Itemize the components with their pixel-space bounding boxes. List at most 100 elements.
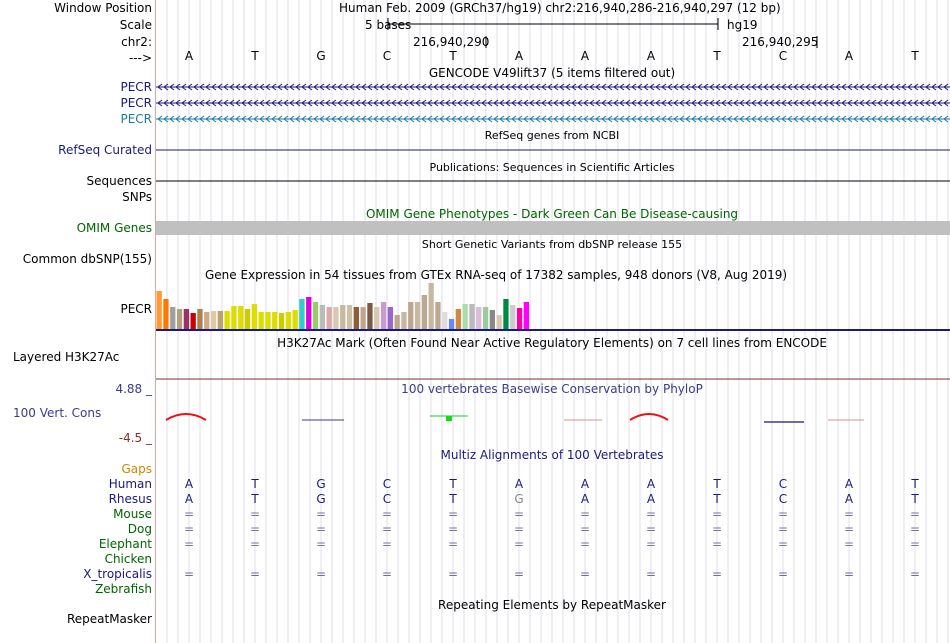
track-label-pecr-2[interactable]: PECR — [120, 96, 152, 110]
dog-match: = — [711, 522, 723, 536]
track-display-area[interactable]: Human Feb. 2009 (GRCh37/hg19) chr2:216,9… — [156, 0, 950, 643]
elephant-match: = — [513, 537, 525, 551]
dog-match: = — [315, 522, 327, 536]
gencode-transcript-2-chevrons — [157, 99, 949, 107]
phylop-max-label: 4.88 _ — [115, 382, 152, 396]
species-label-xtropicalis: X_tropicalis — [83, 567, 152, 581]
gtex-tissue-bar — [489, 310, 495, 329]
gtex-tissue-bar — [408, 302, 414, 329]
human-base: T — [713, 477, 721, 491]
dog-match: = — [843, 522, 855, 536]
gtex-tissue-bar — [190, 313, 196, 329]
track-label-gaps[interactable]: Gaps — [121, 462, 152, 476]
gtex-tissue-bar — [312, 302, 319, 329]
gtex-tissue-bar — [224, 311, 230, 329]
scale-assembly: hg19 — [727, 18, 758, 32]
omim-gene-bar — [156, 221, 950, 235]
gtex-tissue-bar — [217, 311, 223, 329]
coordinate-tick-1: 216,940,290 — [413, 35, 490, 49]
gtex-tissue-bar — [285, 312, 291, 329]
dog-match: = — [249, 522, 261, 536]
track-label-refseq[interactable]: RefSeq Curated — [58, 143, 152, 157]
dog-match: = — [447, 522, 459, 536]
track-label-dbsnp[interactable]: Common dbSNP(155) — [22, 252, 152, 266]
gtex-tissue-bar — [197, 309, 203, 329]
mouse-match: = — [447, 507, 459, 521]
base-letter: C — [778, 49, 788, 63]
species-label-zebrafish: Zebrafish — [95, 582, 152, 596]
track-label-h3k27ac[interactable]: Layered H3K27Ac — [13, 350, 120, 364]
rhesus-base: A — [184, 492, 194, 506]
base-letter: C — [382, 49, 392, 63]
phylop-green-block — [446, 416, 452, 421]
track-label-omim[interactable]: OMIM Genes — [76, 221, 152, 235]
xtropicalis-match: = — [513, 567, 525, 581]
xtropicalis-match: = — [909, 567, 921, 581]
gtex-tissue-bar — [469, 304, 475, 329]
gtex-tissue-bar — [292, 310, 298, 329]
repeatmasker-track-title: Repeating Elements by RepeatMasker — [438, 598, 666, 612]
human-base: A — [646, 477, 656, 491]
mouse-match: = — [645, 507, 657, 521]
gtex-tissue-bar — [435, 302, 441, 329]
track-label-sequences[interactable]: Sequences — [86, 174, 152, 188]
elephant-match: = — [909, 537, 921, 551]
gtex-tissue-bar — [306, 297, 312, 329]
gtex-tissue-bar — [380, 302, 387, 329]
gtex-tissue-bar — [258, 312, 264, 329]
species-label-chicken: Chicken — [104, 552, 152, 566]
rhesus-base: T — [449, 492, 457, 506]
gtex-tissue-bar — [272, 312, 278, 329]
elephant-match: = — [777, 537, 789, 551]
gtex-tissue-bar — [156, 291, 162, 329]
track-label-phylop[interactable]: 100 Vert. Cons — [13, 406, 102, 420]
human-base: T — [911, 477, 919, 491]
track-label-repeatmasker[interactable]: RepeatMasker — [66, 612, 152, 626]
track-label-gtex-pecr[interactable]: PECR — [120, 302, 152, 316]
base-letter: T — [251, 49, 259, 63]
gtex-tissue-bar — [442, 312, 448, 329]
elephant-match: = — [315, 537, 327, 551]
gtex-tissue-bar — [414, 302, 421, 329]
rhesus-base: C — [382, 492, 392, 506]
base-letter: T — [449, 49, 457, 63]
rhesus-base: T — [911, 492, 919, 506]
gtex-tissue-bar — [503, 299, 509, 329]
rhesus-base: T — [251, 492, 259, 506]
human-base: A — [514, 477, 524, 491]
elephant-match: = — [183, 537, 195, 551]
track-label-snps[interactable]: SNPs — [122, 190, 152, 204]
human-base: C — [382, 477, 392, 491]
gtex-tissue-bar — [455, 309, 461, 329]
mouse-match: = — [909, 507, 921, 521]
elephant-match: = — [579, 537, 591, 551]
rhesus-base: T — [713, 492, 721, 506]
mouse-match: = — [579, 507, 591, 521]
label-window-position: Window Position — [54, 1, 152, 15]
gencode-transcript-3-chevrons — [157, 115, 949, 123]
gtex-tissue-bar — [428, 283, 434, 329]
track-label-pecr-1[interactable]: PECR — [120, 80, 152, 94]
gtex-tissue-bar — [244, 309, 251, 329]
multiz-track-title: Multiz Alignments of 100 Vertebrates — [440, 448, 664, 462]
human-base: G — [316, 477, 326, 491]
gtex-tissue-bar — [265, 312, 271, 329]
base-letter: A — [514, 49, 524, 63]
gtex-tissue-bar — [387, 307, 393, 329]
gtex-tissue-bar — [251, 304, 257, 329]
track-label-pecr-3[interactable]: PECR — [120, 112, 152, 126]
gtex-tissue-bar — [210, 311, 217, 329]
gtex-tissue-bar — [360, 307, 366, 329]
gtex-tissue-bar — [394, 315, 400, 329]
human-base: A — [184, 477, 194, 491]
gtex-tissue-bar — [374, 307, 380, 329]
gtex-tissue-bar — [333, 307, 339, 329]
mouse-match: = — [513, 507, 525, 521]
mouse-match: = — [249, 507, 261, 521]
gtex-tissue-bar — [176, 309, 183, 329]
xtropicalis-match: = — [645, 567, 657, 581]
gtex-tissue-bar — [482, 307, 489, 329]
phylop-peak-1 — [165, 413, 207, 421]
track-graphics — [156, 18, 950, 423]
base-letter: A — [646, 49, 656, 63]
